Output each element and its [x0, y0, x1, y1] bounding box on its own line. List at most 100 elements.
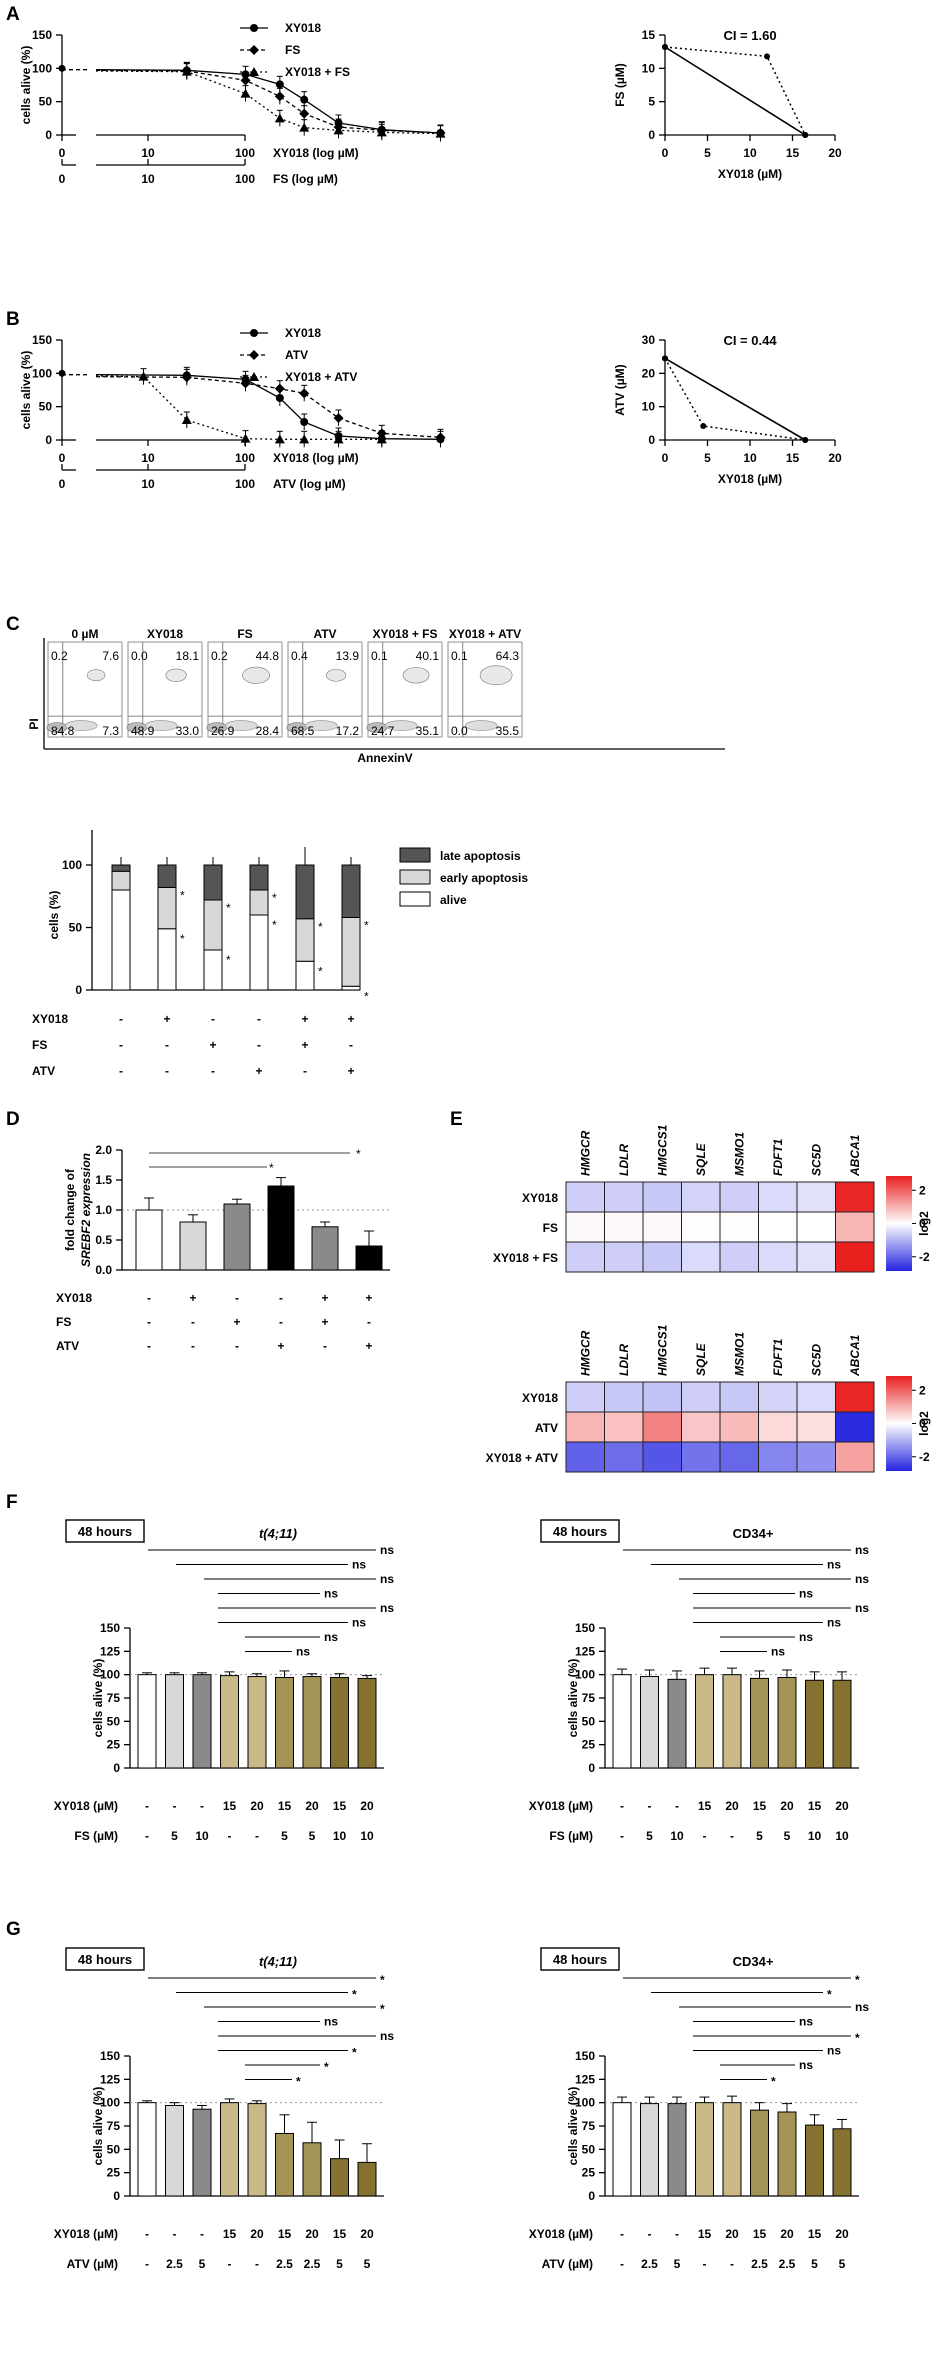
legend-marker-0	[250, 24, 258, 32]
ci-annotation: CI = 1.60	[723, 28, 776, 43]
dose-label: 20	[835, 2227, 849, 2241]
y-axis-label: cells alive (%)	[91, 1659, 105, 1738]
scale-tick-label: 0	[919, 1417, 926, 1431]
sig-label: ns	[827, 1558, 841, 1572]
heatmap-E-heat-FS: HMGCR LDLR HMGCS1 SQLE MSMO1 FDFT1 SC5D ABCA1 XY…	[493, 1124, 931, 1273]
x-tick-label: 0	[662, 146, 669, 160]
bar-segment-late-apoptosis	[341, 864, 361, 918]
y-tick-label: 100	[100, 1668, 120, 1682]
treatment-sign: -	[323, 1339, 327, 1353]
y-axis-label: cells (%)	[47, 891, 61, 940]
heatmap-column-label: HMGCS1	[655, 1124, 669, 1176]
sig-star: *	[226, 953, 231, 967]
bar	[302, 1676, 322, 1769]
sig-label: ns	[799, 2058, 813, 2072]
dose-label: -	[200, 1799, 204, 1813]
heatmap-cell	[758, 1441, 798, 1473]
quadrant-ll: 68.5	[291, 724, 315, 738]
x2-tick-label: 10	[141, 172, 155, 186]
dose-row-label: FS (µM)	[74, 1829, 118, 1843]
contour-late	[242, 666, 271, 684]
bar	[667, 1678, 687, 1769]
y-tick-label: 25	[582, 1738, 596, 1752]
quadrant-ur: 40.1	[416, 649, 440, 663]
x-axis-label: XY018 (µM)	[718, 472, 782, 486]
data-point	[300, 95, 309, 104]
heatmap-cell	[719, 1211, 759, 1243]
treatment-sign: +	[209, 1038, 216, 1052]
bar	[805, 2124, 824, 2197]
sig-label: ns	[352, 1616, 366, 1630]
data-point	[181, 415, 192, 424]
legend-label-2: XY018 + ATV	[285, 370, 357, 384]
bar-segment-early-apoptosis	[157, 887, 177, 930]
dose-row-label: FS (µM)	[549, 1829, 593, 1843]
y-axis-label: cells alive (%)	[91, 2087, 105, 2166]
heatmap-cell	[604, 1211, 644, 1243]
heatmap-cell	[642, 1441, 682, 1473]
y-tick-label: 75	[107, 1691, 121, 1705]
color-scale	[886, 1376, 912, 1471]
contour-late	[326, 668, 347, 682]
iso-point	[662, 355, 668, 362]
heatmap-cell	[835, 1381, 875, 1413]
bar-segment-early-apoptosis	[203, 899, 223, 951]
heatmap-column-label: HMGCR	[578, 1330, 592, 1376]
treatment-row-label: ATV	[32, 1064, 55, 1078]
isobologram-A-iso: 0 5 10 15 0 5 10 15 20 XY018 (µM) FS (µM) CI = 1.60	[613, 28, 842, 181]
treatment-row-label: FS	[32, 1038, 47, 1052]
y-tick-label: 30	[642, 333, 656, 347]
dose-row-label: XY018 (µM)	[529, 1799, 593, 1813]
dose-label: 15	[808, 1799, 822, 1813]
heatmap-row-label: XY018	[522, 1191, 558, 1205]
sig-label: *	[827, 1988, 832, 2002]
iso-point	[802, 132, 809, 138]
treatment-sign: +	[321, 1291, 328, 1305]
y-tick-label: 125	[100, 2072, 120, 2086]
bar-segment-alive	[295, 960, 315, 991]
dose-label: 20	[835, 1799, 849, 1813]
heatmap-column-label: SQLE	[694, 1342, 708, 1376]
bar	[302, 2142, 322, 2197]
point-0	[58, 64, 66, 72]
treatment-sign: +	[365, 1291, 372, 1305]
treatment-sign: +	[301, 1038, 308, 1052]
x2-tick-label: 100	[235, 477, 255, 491]
sig-label: *	[380, 2002, 385, 2016]
sig-label: ns	[380, 1572, 394, 1586]
scale-tick-label: 2	[919, 1183, 926, 1197]
treatment-sign: -	[211, 1064, 215, 1078]
y-tick-label: 75	[582, 2119, 596, 2133]
dose-label: -	[620, 1799, 624, 1813]
dose-label: -	[675, 2227, 679, 2241]
legend-swatch-0	[399, 847, 431, 863]
legend-marker-2	[249, 372, 259, 381]
contour-early	[145, 720, 178, 731]
iso-line-additivity	[664, 46, 806, 136]
dose-label: -	[145, 2227, 149, 2241]
legend-marker-0	[250, 329, 258, 337]
y-axis-label: cells alive (%)	[566, 1659, 580, 1738]
contour-late	[86, 669, 106, 682]
treatment-sign: +	[347, 1012, 354, 1026]
y-tick-label: 10	[642, 61, 656, 75]
data-point	[181, 66, 192, 76]
iso-line-additivity	[664, 357, 806, 441]
x-tick-label: 10	[743, 451, 757, 465]
data-point	[275, 80, 284, 89]
scale-title: log2	[917, 1411, 931, 1436]
quadrant-ll: 0.0	[451, 724, 468, 738]
bar	[247, 1676, 267, 1769]
sig-label: ns	[771, 1645, 785, 1659]
dose-label: -	[228, 2257, 232, 2271]
treatment-sign: +	[189, 1291, 196, 1305]
dose-label: 5	[811, 2257, 818, 2271]
y-tick-label: 75	[582, 1691, 596, 1705]
bar	[722, 2102, 742, 2197]
y-tick-label: 150	[32, 28, 52, 42]
treatment-sign: -	[303, 1064, 307, 1078]
quadrant-ll: 48.9	[131, 724, 155, 738]
sig-star: *	[318, 964, 323, 978]
flow-plot-title: XY018	[147, 627, 183, 641]
panel-title: CD34+	[733, 1526, 774, 1541]
